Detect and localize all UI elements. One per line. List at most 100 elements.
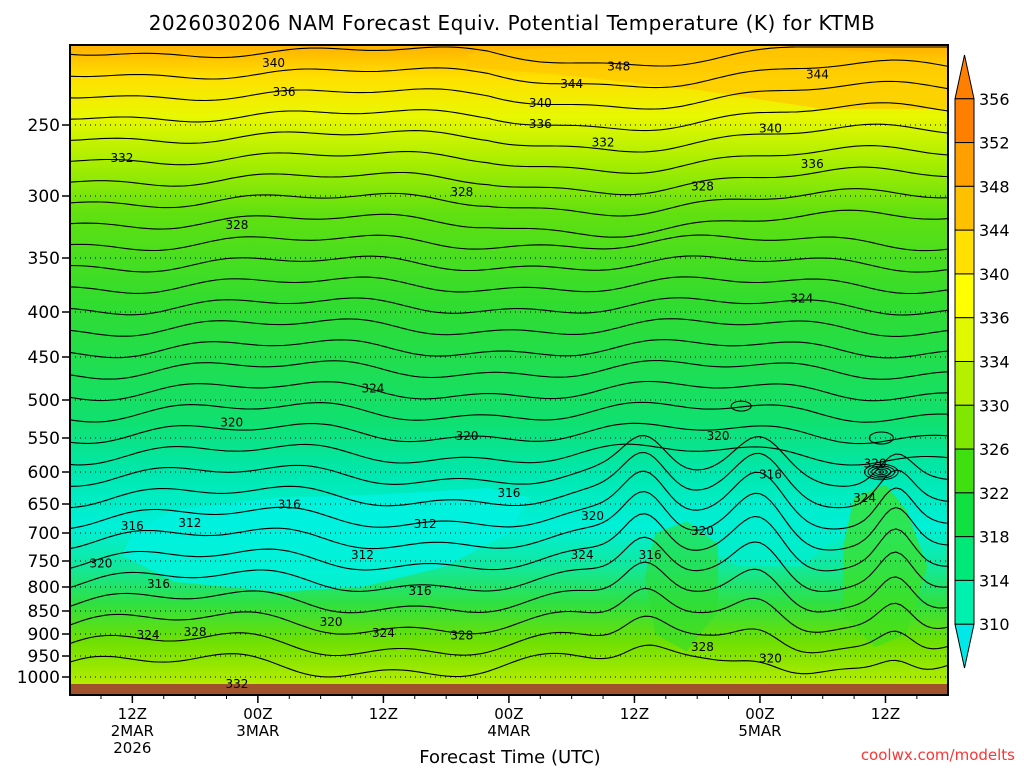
field-orange-upper-east xyxy=(467,45,948,109)
contour-label: 312 xyxy=(351,548,374,562)
contour-label: 328 xyxy=(691,180,714,194)
colorbar-segment xyxy=(954,579,975,625)
contour-label: 320 xyxy=(581,509,604,523)
contour-line xyxy=(70,470,948,530)
colorbar-segment xyxy=(954,273,975,319)
contour-line xyxy=(70,644,948,678)
y-tick-label: 750 xyxy=(28,552,60,572)
colorbar-label: 344 xyxy=(979,221,1010,240)
y-tick-label: 950 xyxy=(28,647,60,667)
y-tick-label: 350 xyxy=(28,249,60,269)
contour-label: 316 xyxy=(759,467,782,481)
y-tick-label: 650 xyxy=(28,495,60,515)
credit-text: coolwx.com/modelts xyxy=(861,746,1015,764)
y-tick-label: 550 xyxy=(28,429,60,449)
contour-line xyxy=(70,422,948,445)
field-green-updraft-east xyxy=(843,484,928,648)
contour-label: 320 xyxy=(759,652,782,666)
field-green-updraft-mid xyxy=(644,521,719,652)
contour-line xyxy=(70,234,948,252)
contour-label: 320 xyxy=(220,416,243,430)
colorbar-segment xyxy=(954,98,975,144)
contour-label: 320 xyxy=(456,429,479,443)
x-tick-label: 12Z xyxy=(369,705,398,723)
contour-label: 324 xyxy=(790,291,813,305)
colorbar-label: 334 xyxy=(979,353,1010,372)
contour-line xyxy=(70,513,948,572)
contour-line xyxy=(70,339,948,359)
contour-label: 340 xyxy=(262,56,285,70)
colorbar-bottom-arrow xyxy=(954,623,975,669)
colorbar-segment xyxy=(954,448,975,494)
contour-line xyxy=(70,255,948,273)
contour-label: 312 xyxy=(414,517,437,531)
contour-line xyxy=(70,380,948,402)
x-tick-label: 12Z xyxy=(871,705,900,723)
contour-label: 328 xyxy=(691,640,714,654)
contour-label: 328 xyxy=(226,218,249,232)
x-tick-label: 2MAR xyxy=(111,722,154,740)
contour-line xyxy=(70,80,948,110)
contour-line xyxy=(70,188,948,217)
colorbar-label: 326 xyxy=(979,440,1010,459)
colorbar-label: 336 xyxy=(979,309,1010,328)
colorbar-label: 322 xyxy=(979,484,1010,503)
contour-label: 336 xyxy=(801,157,824,171)
contour-label: 328 xyxy=(450,628,473,642)
contour-ring xyxy=(863,463,899,481)
contour-label: 340 xyxy=(529,96,552,110)
x-tick-label: 00Z xyxy=(745,705,774,723)
contour-line xyxy=(70,166,948,196)
contour-line xyxy=(70,59,948,89)
contour-ring xyxy=(867,465,895,479)
contour-label: 332 xyxy=(226,677,249,691)
field-cyan-east-core xyxy=(676,497,844,567)
x-tick-label: 12Z xyxy=(118,705,147,723)
x-tick-label: 4MAR xyxy=(487,722,530,740)
contour-label: 336 xyxy=(273,85,296,99)
contour-label: 312 xyxy=(178,516,201,530)
contour-line xyxy=(70,435,948,487)
contour-ring xyxy=(730,400,752,412)
contour-line xyxy=(70,297,948,316)
contour-ring xyxy=(871,467,892,477)
colorbar-segment xyxy=(954,317,975,363)
contour-line xyxy=(70,587,948,635)
plot-background xyxy=(70,45,948,695)
y-tick-label: 850 xyxy=(28,602,60,622)
chart-title: 2026030206 NAM Forecast Equiv. Potential… xyxy=(149,11,876,35)
contour-label: 332 xyxy=(592,136,615,150)
y-tick-label: 800 xyxy=(28,578,60,598)
contour-line xyxy=(70,46,948,67)
contour-line xyxy=(70,209,948,238)
contour-label: 316 xyxy=(121,519,144,533)
contour-label: 328 xyxy=(450,185,473,199)
colorbar-label: 340 xyxy=(979,265,1010,284)
colorbar-segment xyxy=(954,492,975,538)
contour-label: 328 xyxy=(184,625,207,639)
colorbar-label: 314 xyxy=(979,571,1010,590)
colorbar-label: 352 xyxy=(979,134,1010,153)
colorbar-segment xyxy=(954,142,975,187)
contour-line xyxy=(70,401,948,423)
contour-line xyxy=(70,451,948,509)
y-tick-label: 400 xyxy=(28,303,60,323)
colorbar-segment xyxy=(954,361,975,406)
colorbar-segment xyxy=(954,404,975,450)
x-tick-label: 2026 xyxy=(113,739,151,757)
x-axis-label: Forecast Time (UTC) xyxy=(419,747,600,768)
y-tick-label: 1000 xyxy=(17,668,60,688)
contour-line xyxy=(70,318,948,337)
contour-label: 336 xyxy=(529,117,552,131)
colorbar-segment xyxy=(954,229,975,275)
contour-label: 332 xyxy=(110,151,133,165)
y-tick-label: 450 xyxy=(28,348,60,368)
contour-label: 316 xyxy=(639,548,662,562)
contour-line xyxy=(70,443,948,466)
contour-label: 324 xyxy=(137,628,160,642)
contour-label: 320 xyxy=(707,429,730,443)
ground-surface xyxy=(70,684,948,695)
contour-label: 324 xyxy=(361,381,384,395)
contour-line xyxy=(70,491,948,551)
